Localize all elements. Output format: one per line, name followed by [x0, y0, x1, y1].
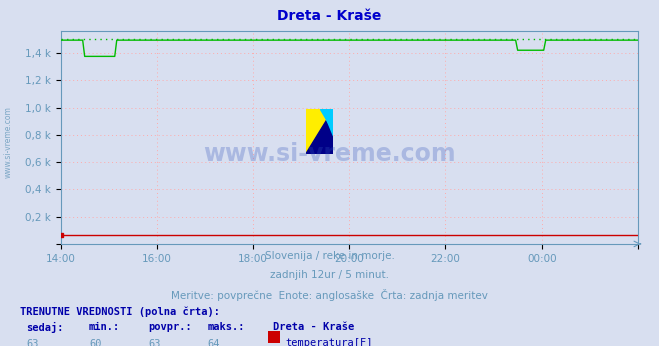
Text: Dreta - Kraše: Dreta - Kraše — [277, 9, 382, 22]
Text: sedaj:: sedaj: — [26, 322, 64, 333]
Polygon shape — [306, 109, 333, 154]
Polygon shape — [306, 109, 333, 154]
Text: Dreta - Kraše: Dreta - Kraše — [273, 322, 355, 332]
Bar — [306, 109, 320, 154]
Text: 64: 64 — [208, 339, 220, 346]
Polygon shape — [320, 109, 333, 131]
Text: min.:: min.: — [89, 322, 120, 332]
Text: maks.:: maks.: — [208, 322, 245, 332]
Polygon shape — [306, 109, 333, 154]
Text: 60: 60 — [89, 339, 101, 346]
Text: Meritve: povprečne  Enote: anglosaške  Črta: zadnja meritev: Meritve: povprečne Enote: anglosaške Črt… — [171, 289, 488, 301]
Text: temperatura[F]: temperatura[F] — [285, 338, 373, 346]
Text: 63: 63 — [26, 339, 39, 346]
Polygon shape — [322, 109, 333, 136]
Text: zadnjih 12ur / 5 minut.: zadnjih 12ur / 5 minut. — [270, 270, 389, 280]
Text: TRENUTNE VREDNOSTI (polna črta):: TRENUTNE VREDNOSTI (polna črta): — [20, 306, 219, 317]
Text: www.si-vreme.com: www.si-vreme.com — [3, 106, 13, 178]
Bar — [320, 109, 333, 154]
Text: Slovenija / reke in morje.: Slovenija / reke in morje. — [264, 251, 395, 261]
Text: povpr.:: povpr.: — [148, 322, 192, 332]
Text: www.si-vreme.com: www.si-vreme.com — [203, 142, 456, 166]
Text: 63: 63 — [148, 339, 161, 346]
